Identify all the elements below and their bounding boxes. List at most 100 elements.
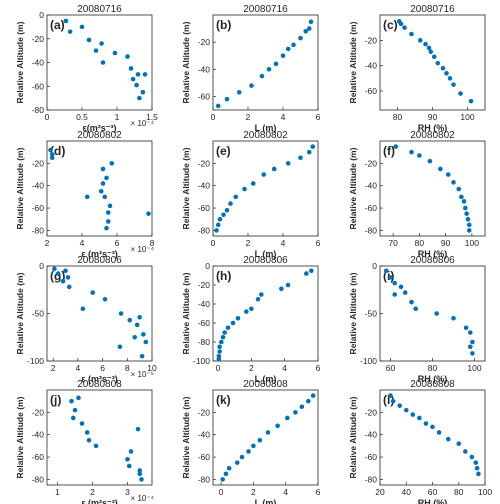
data-point	[215, 222, 221, 228]
data-point	[434, 311, 440, 316]
data-point	[259, 292, 264, 297]
axes-frame	[212, 14, 319, 111]
panel-title: 20080806	[77, 255, 122, 266]
data-point	[250, 181, 256, 186]
x-tick-label: 2	[251, 487, 256, 497]
data-point	[451, 315, 456, 321]
data-point	[67, 29, 73, 34]
data-point	[430, 424, 435, 430]
data-point	[476, 471, 481, 477]
data-point	[402, 25, 407, 30]
x-tick-label: 0	[45, 112, 50, 122]
data-point	[49, 152, 55, 157]
data-point	[100, 60, 106, 65]
data-point	[279, 286, 284, 292]
data-point	[141, 332, 146, 337]
y-tick-label: -20	[198, 407, 211, 417]
data-point	[306, 26, 312, 31]
data-point	[112, 50, 118, 56]
y-tick-label: -60	[198, 203, 211, 213]
data-point	[102, 194, 108, 200]
y-axis-label: Relative Altitude (m)	[15, 147, 25, 229]
panel-title: 20080716	[243, 4, 288, 15]
data-point	[79, 24, 85, 30]
data-point	[468, 330, 473, 335]
data-point	[417, 415, 422, 421]
panel-i: 20080806 (i) 60 80 100 -100 -50 0 RH (%) Relative…	[348, 255, 486, 384]
data-point	[52, 266, 57, 272]
x-tick-label: 0	[211, 112, 216, 122]
data-point	[285, 46, 291, 52]
data-point	[291, 42, 296, 48]
y-axis-label: Relative Altitude (m)	[181, 272, 191, 354]
x-tick-label: 6	[316, 363, 321, 373]
data-point	[118, 311, 124, 316]
data-point	[137, 471, 143, 477]
y-tick-label: -40	[32, 430, 45, 440]
axes-frame	[212, 265, 319, 362]
panel-j: 20080808 (j) 1 2 3 -80 -60 -40 -20 ε (m²s⁻³) Relat…	[15, 379, 155, 504]
x-tick-label: 4	[80, 238, 85, 248]
data-point	[105, 210, 111, 215]
data-point	[459, 194, 464, 200]
y-tick-label: -20	[365, 35, 378, 45]
y-axis-label: Relative Altitude (m)	[181, 147, 191, 229]
x-tick-label: 90	[441, 238, 451, 248]
data-point	[409, 31, 414, 37]
y-axis-label: Relative Altitude (m)	[348, 21, 358, 103]
x-exponent-label: × 10⁻⁴	[131, 245, 155, 254]
y-tick-label: 0	[39, 261, 44, 271]
data-point	[217, 349, 222, 354]
data-point	[390, 398, 396, 404]
y-tick-label: -60	[198, 452, 211, 462]
y-tick-label: 0	[39, 10, 44, 20]
data-point	[249, 306, 254, 312]
x-tick-label: 0.5	[76, 112, 88, 122]
data-point	[132, 334, 138, 340]
data-point	[135, 72, 141, 77]
x-tick-label: 2	[45, 238, 50, 248]
data-point	[222, 330, 227, 335]
panel-label: (f)	[383, 144, 395, 158]
data-point	[388, 393, 393, 398]
panel-title: 20080802	[77, 130, 122, 141]
data-point	[436, 430, 442, 435]
data-point	[244, 309, 249, 314]
data-point	[468, 344, 473, 350]
x-tick-label: 6	[316, 238, 321, 248]
data-point	[48, 147, 53, 153]
x-axis-label: L (m)	[255, 374, 277, 384]
data-point	[473, 460, 479, 465]
panel-label: (h)	[216, 269, 231, 283]
data-point	[130, 76, 136, 82]
data-point	[417, 153, 422, 158]
data-point	[306, 398, 311, 404]
x-axis-label: L (m)	[255, 249, 277, 259]
data-point	[143, 339, 149, 345]
data-point	[90, 290, 96, 295]
data-point	[445, 172, 451, 177]
y-tick-label: -100	[193, 356, 210, 366]
y-tick-label: -20	[32, 34, 45, 44]
panel-d: 20080802(d)2 4 6 8-80-60-40-20ε (m²s⁻³)Rela…	[15, 130, 155, 259]
y-tick-label: -60	[198, 318, 211, 328]
y-tick-label: -80	[198, 474, 211, 484]
y-tick-label: -60	[365, 86, 378, 96]
data-point	[117, 344, 123, 350]
y-tick-label: -100	[27, 356, 44, 366]
data-point	[216, 356, 222, 362]
x-tick-label: 2	[246, 238, 251, 248]
data-point	[403, 407, 409, 413]
data-point	[423, 41, 428, 47]
y-tick-label: -80	[32, 105, 45, 115]
data-point	[219, 339, 224, 345]
x-exponent-label: × 10⁻⁴	[131, 119, 155, 128]
y-tick-label: -40	[198, 64, 211, 74]
y-tick-label: -20	[365, 158, 378, 168]
data-point	[393, 144, 399, 149]
data-point	[251, 443, 256, 449]
panel-b: 20080716 (b) 0 2 4 6 -60 -40 -20 L (m) Relative Al…	[181, 4, 321, 133]
panel-label: (a)	[50, 18, 65, 32]
x-tick-label: 2	[90, 487, 95, 497]
